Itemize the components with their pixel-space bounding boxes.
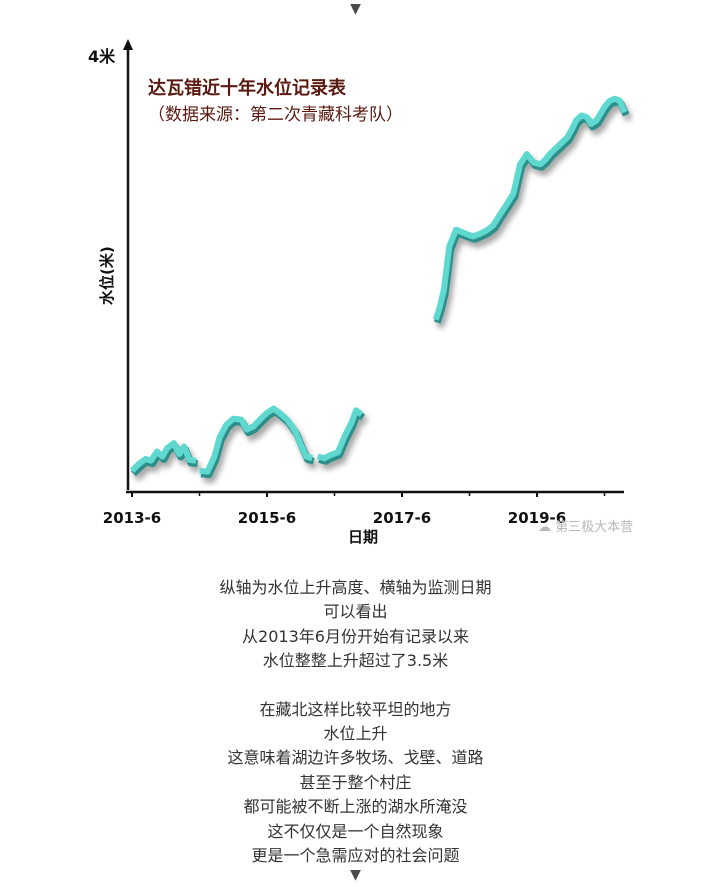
caption-line: 从2013年6月份开始有记录以来 (242, 626, 469, 646)
x-tick-label: 2017-6 (373, 509, 431, 527)
caption-line: 水位上升 (323, 724, 388, 744)
x-axis-label: 日期 (348, 528, 378, 546)
y-axis-arrow (123, 39, 133, 50)
paragraph-gap (0, 674, 711, 698)
caption-line: 这意味着湖边许多牧场、戈壁、道路 (227, 748, 484, 768)
caption-line: 水位整整上升超过了3.5米 (262, 651, 449, 671)
series-segment-1 (129, 440, 197, 473)
x-tick-label: 2019-6 (508, 509, 566, 527)
series-segment-4 (432, 95, 628, 321)
series-segment-2 (199, 405, 314, 475)
x-tick-label: 2015-6 (238, 509, 296, 527)
watermark-text: ☁ 第三极大本营 (538, 520, 634, 535)
caption-line: 可以看出 (323, 602, 388, 622)
chart-subtitle: （数据来源：第二次青藏科考队） (148, 105, 403, 125)
chevron-down-icon: ▼ (350, 867, 361, 883)
chart-title: 达瓦错近十年水位记录表 (148, 77, 347, 99)
y-top-label: 4米 (88, 47, 116, 66)
caption-line: 都可能被不断上涨的湖水所淹没 (243, 797, 468, 817)
caption-line: 更是一个急需应对的社会问题 (251, 846, 460, 866)
caption-line: 在藏北这样比较平坦的地方 (259, 699, 452, 719)
y-axis-label: 水位(米) (98, 246, 116, 305)
caption-line: 这不仅仅是一个自然现象 (267, 821, 444, 841)
series-segment-3 (316, 407, 364, 462)
caption-text: 纵轴为水位上升高度、横轴为监测日期 可以看出从2013年6月份开始有记录以来 水位整… (0, 576, 711, 868)
series-segment-shadow-4 (433, 98, 630, 324)
wechat-icon: ☁ (538, 520, 551, 535)
x-tick-label: 2013-6 (103, 509, 161, 527)
caption-line: 纵轴为水位上升高度、横轴为监测日期 (219, 578, 492, 597)
water-level-chart: 4米 达瓦错近十年水位记录表 （数据来源：第二次青藏科考队） 水位(米) 日期 … (88, 39, 630, 546)
caption-line: 甚至于整个村庄 (299, 772, 412, 792)
chevron-down-icon: ▼ (350, 1, 361, 17)
